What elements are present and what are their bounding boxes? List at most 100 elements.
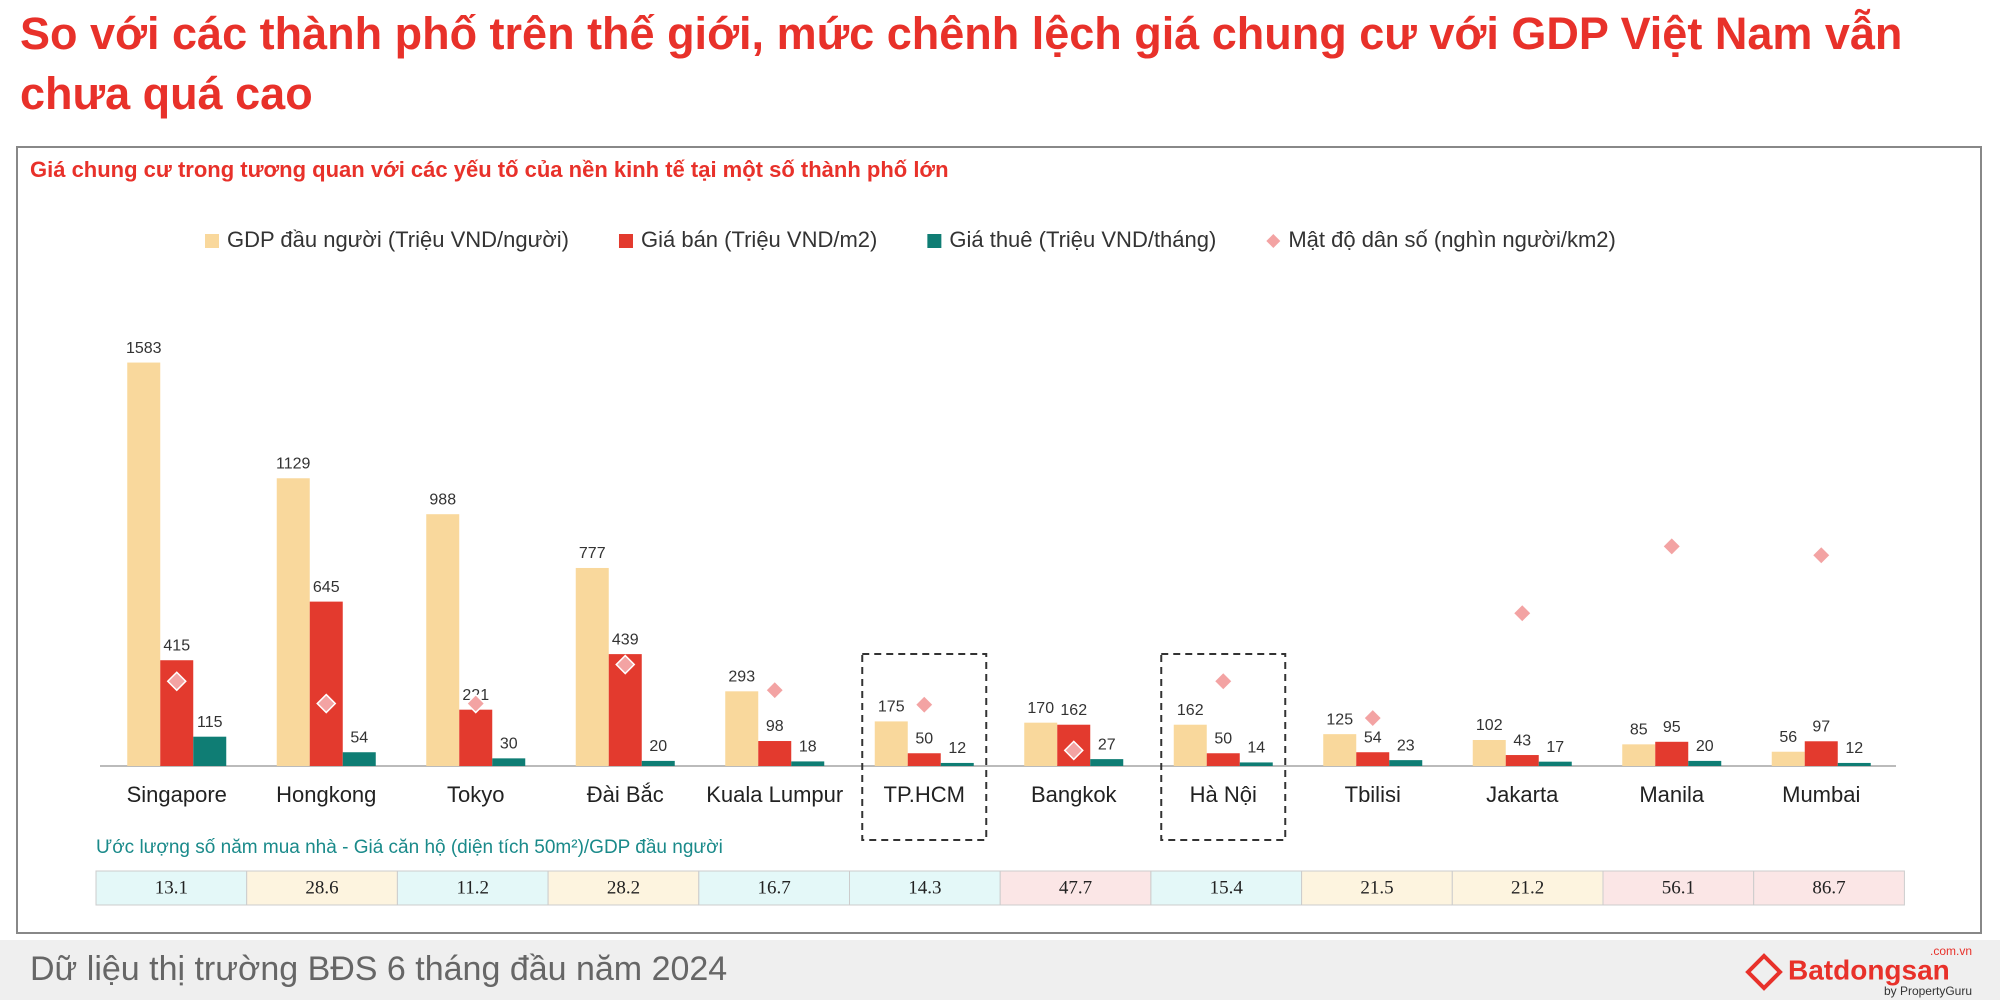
table-value: 15.4 — [1210, 877, 1244, 898]
legend-marker — [618, 234, 633, 248]
density-point — [1213, 671, 1234, 692]
data-label: 102 — [1476, 717, 1503, 734]
x-tick-label: Kuala Lumpur — [706, 782, 843, 807]
bar — [791, 761, 825, 766]
table-note: Ước lượng số năm mua nhà - Giá căn hộ (d… — [96, 837, 723, 858]
bar — [1505, 755, 1539, 766]
data-label: 14 — [1247, 740, 1265, 757]
density-point — [1811, 545, 1832, 566]
density-point — [166, 671, 187, 692]
data-label: 645 — [313, 579, 340, 596]
data-label: 293 — [728, 669, 755, 686]
data-label: 125 — [1326, 711, 1353, 728]
bar — [1323, 734, 1357, 766]
bar — [1837, 762, 1871, 766]
data-label: 20 — [1696, 738, 1714, 755]
data-label: 12 — [948, 740, 966, 757]
data-label: 12 — [1845, 740, 1863, 757]
logo-domain: .com.vn — [1930, 944, 1972, 958]
bar — [758, 741, 792, 766]
bar — [725, 691, 759, 766]
bar — [193, 736, 227, 766]
density-point — [914, 694, 935, 715]
density-point — [465, 693, 486, 714]
x-tick-label: Jakarta — [1486, 782, 1559, 807]
data-label: 1129 — [276, 455, 311, 472]
bar — [1239, 762, 1273, 766]
data-label: 43 — [1513, 732, 1531, 749]
x-tick-label: Hongkong — [276, 782, 376, 807]
bar — [1389, 760, 1423, 766]
bar — [940, 762, 974, 766]
bar — [276, 478, 310, 766]
bar — [342, 752, 376, 766]
bar — [641, 760, 675, 766]
data-label: 777 — [579, 545, 606, 562]
bar — [459, 709, 493, 766]
table-value: 86.7 — [1812, 877, 1845, 898]
data-label: 54 — [1364, 729, 1382, 746]
bar — [1090, 759, 1124, 766]
bar — [426, 514, 460, 766]
chart-frame — [16, 146, 1982, 934]
x-tick-label: Mumbai — [1782, 782, 1860, 807]
table-value: 47.7 — [1059, 877, 1092, 898]
x-tick-label: Đài Bắc — [587, 782, 664, 807]
table-value: 21.2 — [1511, 877, 1544, 898]
data-label: 162 — [1177, 702, 1204, 719]
density-point — [316, 693, 337, 714]
table-value: 13.1 — [155, 877, 188, 898]
bar — [1804, 741, 1838, 766]
logo-icon — [1745, 953, 1783, 991]
bar — [874, 721, 908, 766]
table-cell — [547, 870, 700, 906]
table-cell — [1301, 870, 1453, 906]
table-value: 11.2 — [456, 877, 489, 898]
table-value: 56.1 — [1662, 877, 1695, 898]
data-label: 56 — [1779, 729, 1797, 746]
x-tick-label: Bangkok — [1031, 782, 1118, 807]
bar — [575, 567, 609, 766]
data-label: 50 — [915, 730, 933, 747]
data-label: 175 — [878, 699, 905, 716]
table-value: 28.2 — [607, 877, 640, 898]
x-tick-label: Manila — [1639, 782, 1705, 807]
x-tick-label: TP.HCM — [884, 782, 966, 807]
bar — [1688, 760, 1722, 766]
chart-title: Giá chung cư trong tương quan với các yế… — [30, 157, 949, 182]
table-value: 21.5 — [1360, 877, 1393, 898]
density-point — [764, 680, 785, 701]
table-cell — [1753, 870, 1905, 906]
table-cell — [999, 870, 1152, 906]
x-tick-label: Singapore — [127, 782, 227, 807]
footer: Dữ liệu thị trường BĐS 6 tháng đầu năm 2… — [0, 940, 2000, 1000]
data-label: 30 — [500, 736, 518, 753]
bar — [492, 758, 526, 766]
density-point — [1661, 536, 1682, 557]
chart: Giá chung cư trong tương quan với các yế… — [16, 146, 1982, 934]
density-point — [1362, 707, 1383, 729]
page-title: So với các thành phố trên thế giới, mức … — [20, 8, 1903, 119]
data-label: 54 — [350, 729, 368, 746]
data-label: 988 — [429, 491, 456, 508]
data-label: 95 — [1663, 719, 1681, 736]
data-label: 415 — [163, 637, 190, 654]
logo: Batdongsan .com.vn by PropertyGuru — [1745, 944, 1972, 998]
table-cell — [396, 870, 549, 906]
legend-label: GDP đầu người (Triệu VND/người) — [227, 227, 569, 252]
table-cell — [95, 870, 248, 906]
footer-text: Dữ liệu thị trường BĐS 6 tháng đầu năm 2… — [30, 950, 728, 988]
logo-byline: by PropertyGuru — [1884, 984, 1972, 998]
data-label: 170 — [1027, 700, 1054, 717]
data-label: 439 — [612, 631, 639, 648]
data-label: 97 — [1812, 718, 1830, 735]
legend-marker — [1266, 234, 1281, 248]
data-label: 18 — [799, 739, 817, 756]
data-label: 1583 — [126, 340, 162, 357]
legend-label: Mật độ dân số (nghìn người/km2) — [1288, 227, 1616, 252]
data-label: 50 — [1214, 730, 1232, 747]
legend-marker — [205, 234, 219, 248]
density-point — [1063, 740, 1084, 761]
data-label: 20 — [649, 738, 667, 755]
